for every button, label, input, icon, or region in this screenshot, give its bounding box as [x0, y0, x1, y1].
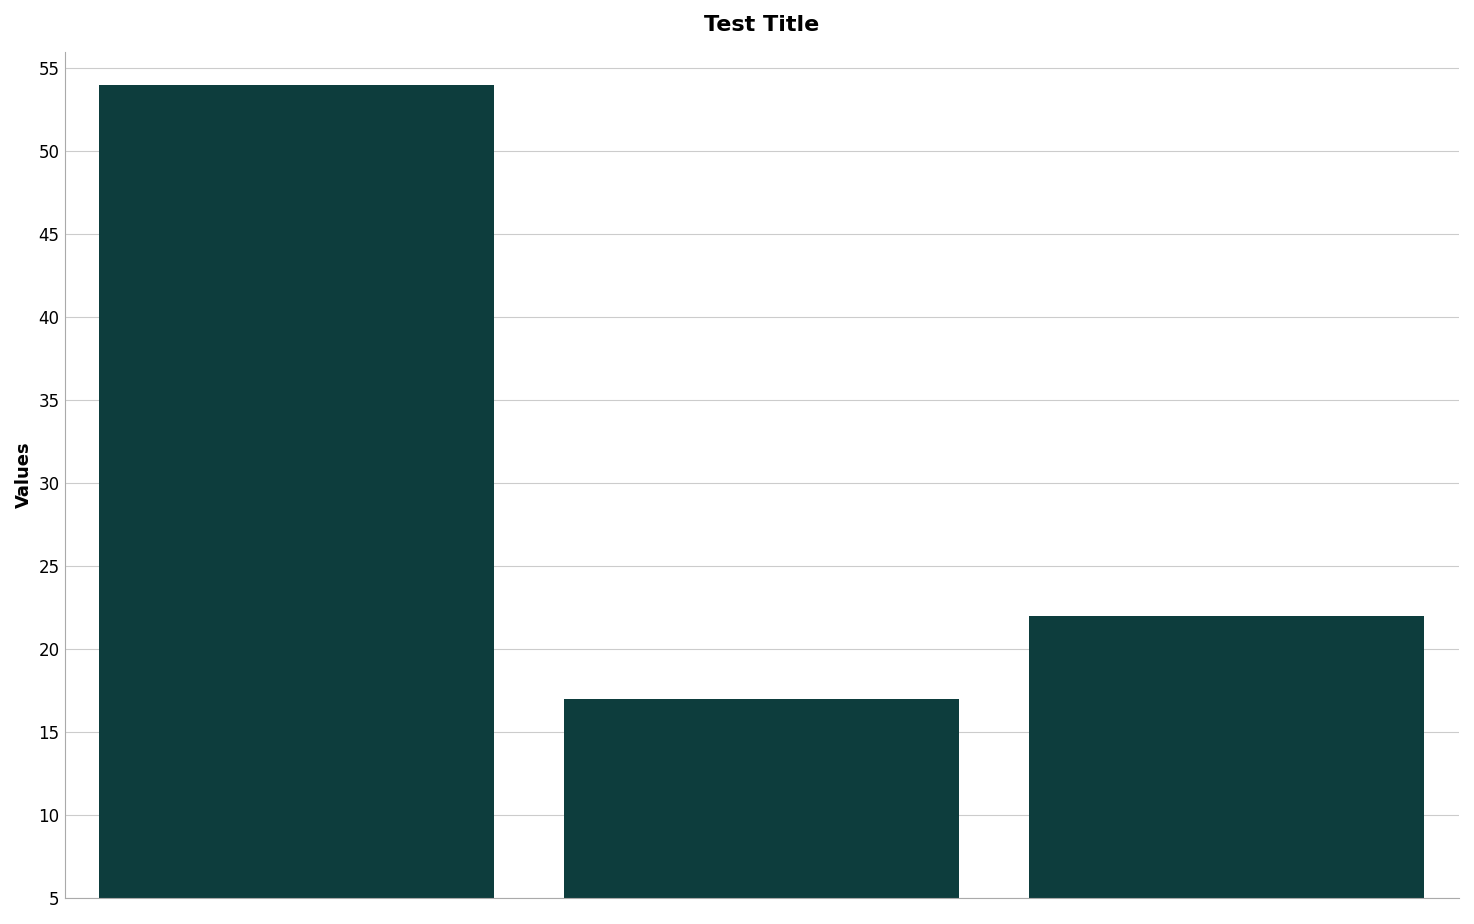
Title: Test Title: Test Title [705, 15, 820, 35]
Bar [1029, 616, 1424, 898]
Bar [99, 85, 494, 898]
Y-axis label: Values: Values [15, 442, 32, 508]
Bar [565, 699, 960, 898]
